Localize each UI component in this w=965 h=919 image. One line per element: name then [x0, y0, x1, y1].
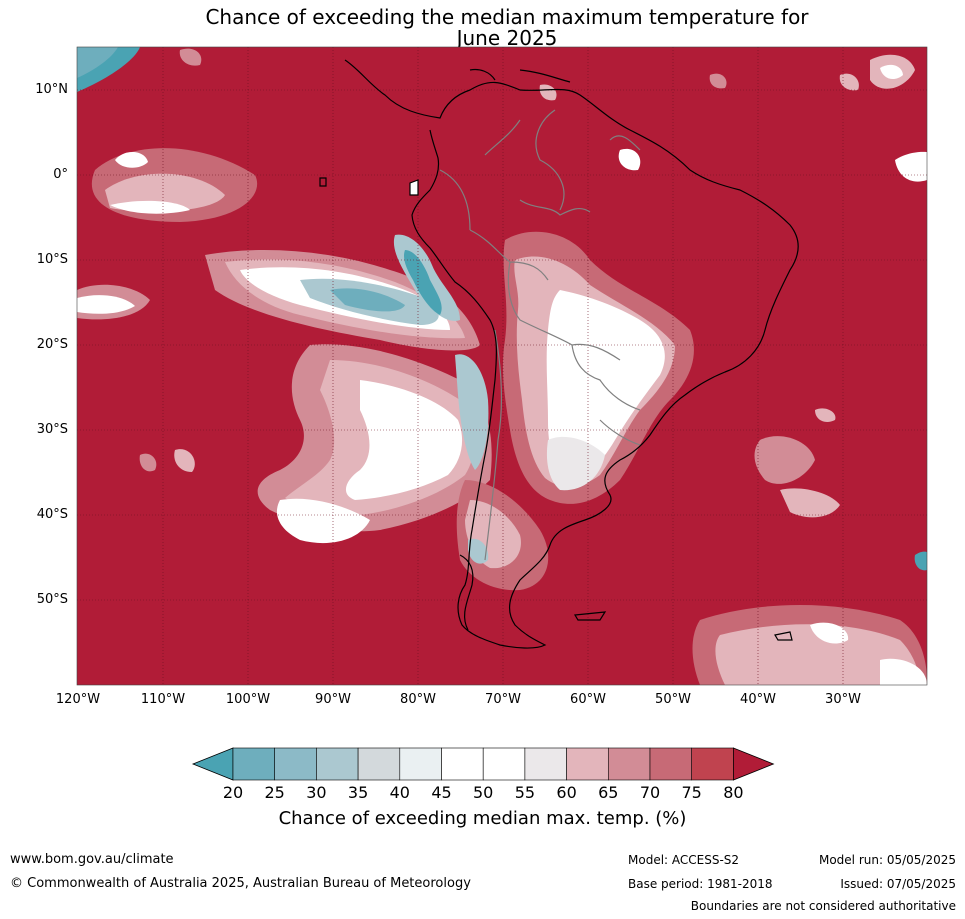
colorbar-tick-label: 70 [639, 783, 661, 802]
lon-label-80w: 80°W [400, 692, 436, 707]
lat-label-0: 0° [53, 167, 68, 182]
base-period: Base period: 1981-2018 [628, 877, 773, 891]
lon-label-30w: 30°W [825, 692, 861, 707]
colorbar-segment [607, 747, 651, 781]
colorbar-segments [191, 747, 775, 781]
colorbar-segment [566, 747, 609, 781]
colorbar-tick-label: 20 [222, 783, 244, 802]
anomaly-field [77, 47, 927, 685]
lat-label-50s: 50°S [36, 592, 68, 607]
colorbar-tick-label: 30 [306, 783, 327, 802]
colorbar-tick-label: 45 [431, 783, 452, 802]
map-title-line1: Chance of exceeding the median maximum t… [205, 5, 809, 29]
colorbar-segment [357, 747, 401, 781]
colorbar-label: Chance of exceeding median max. temp. (%… [278, 808, 687, 829]
copyright-text: © Commonwealth of Australia 2025, Austra… [10, 876, 471, 891]
lat-label-20s: 20°S [36, 337, 68, 352]
lat-label-10n: 10°N [35, 82, 68, 97]
lon-label-70w: 70°W [485, 692, 521, 707]
model-name: Model: ACCESS-S2 [628, 853, 740, 867]
lon-label-50w: 50°W [655, 692, 691, 707]
colorbar-segment [524, 747, 567, 781]
colorbar-tick-label: 50 [473, 783, 494, 802]
colorbar-segment [691, 747, 734, 781]
lat-label-10s: 10°S [36, 252, 68, 267]
lat-label-30s: 30°S [36, 422, 68, 437]
coastline [319, 59, 799, 649]
boundaries-disclaimer: Boundaries are not considered authoritat… [690, 899, 956, 913]
model-run-date: Model run: 05/05/2025 [818, 853, 956, 867]
colorbar-tick-label: 40 [389, 783, 410, 802]
colorbar-segment [399, 747, 442, 781]
colorbar-segment [441, 747, 484, 781]
colorbar-tick-label: 65 [598, 783, 619, 802]
lon-label-40w: 40°W [740, 692, 776, 707]
colorbar-under-arrow [191, 747, 234, 781]
website-link[interactable]: www.bom.gov.au/climate [10, 852, 174, 867]
colorbar-segment [649, 747, 693, 781]
map-background [77, 47, 927, 685]
colorbar-tick-label: 75 [681, 783, 702, 802]
country-borders [439, 109, 641, 561]
colorbar-segment [316, 747, 359, 781]
lon-label-120w: 120°W [55, 692, 101, 707]
colorbar-tick-label: 80 [723, 783, 744, 802]
lon-label-100w: 100°W [225, 692, 271, 707]
issued-date: Issued: 07/05/2025 [840, 877, 956, 891]
colorbar-tick-label: 60 [556, 783, 577, 802]
map-title-line2: June 2025 [456, 26, 558, 50]
lon-label-60w: 60°W [570, 692, 606, 707]
colorbar-tick-label: 55 [514, 783, 536, 802]
lon-label-110w: 110°W [140, 692, 186, 707]
colorbar-segment [274, 747, 317, 781]
probability-map [76, 46, 928, 686]
colorbar-segment [482, 747, 526, 781]
colorbar-tick-label: 25 [264, 783, 285, 802]
colorbar-segment [232, 747, 276, 781]
colorbar-tick-label: 35 [347, 783, 369, 802]
lat-label-40s: 40°S [36, 507, 68, 522]
colorbar-over-arrow [733, 747, 775, 781]
lon-label-90w: 90°W [315, 692, 351, 707]
graticule [77, 47, 927, 685]
map-frame [76, 46, 928, 686]
